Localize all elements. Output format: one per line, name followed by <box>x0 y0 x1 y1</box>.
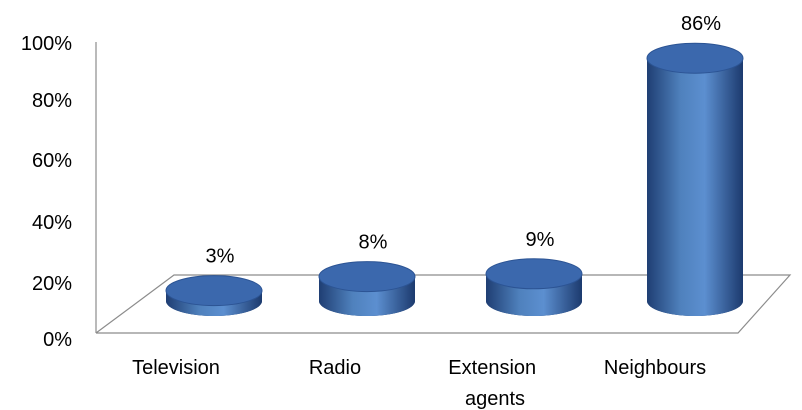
bar-extension-agents <box>485 258 583 316</box>
category-label-neighbours: Neighbours <box>604 357 706 379</box>
floor-outline <box>95 274 792 334</box>
category-label-radio: Radio <box>309 357 361 379</box>
bar-radio <box>318 261 416 316</box>
y-tick-label-5: 100% <box>21 33 72 55</box>
y-tick-label-2: 40% <box>32 212 72 234</box>
category-labels: Television Radio Extension agents Neighb… <box>132 357 706 410</box>
category-label-extension-agents: Extension agents <box>448 357 541 410</box>
y-tick-label-4: 80% <box>32 90 72 112</box>
data-label-neighbours: 86% <box>681 13 721 35</box>
data-label-television: 3% <box>206 246 235 268</box>
bar-radio-top <box>318 261 416 293</box>
bar-extension-agents-top <box>485 258 583 290</box>
category-label-neighbours-line-1: Neighbours <box>604 357 706 379</box>
category-label-extension-agents-line-1: Extension <box>448 357 536 379</box>
data-label-extension-agents: 9% <box>526 229 555 251</box>
y-tick-label-1: 20% <box>32 273 72 295</box>
y-tick-label-3: 60% <box>32 150 72 172</box>
data-label-radio: 8% <box>359 232 388 254</box>
bar-television-top <box>165 275 263 307</box>
bar-television <box>165 275 263 316</box>
category-label-extension-agents-line-2: agents <box>465 388 525 410</box>
category-label-radio-line-1: Radio <box>309 357 361 379</box>
bar-neighbours-top <box>646 42 744 74</box>
category-label-television-line-1: Television <box>132 357 220 379</box>
y-tick-label-0: 0% <box>43 329 72 351</box>
category-label-television: Television <box>132 357 220 379</box>
bar-neighbours-body <box>647 58 743 316</box>
chart-axes <box>95 42 792 334</box>
bar-neighbours <box>646 42 744 316</box>
bar-series <box>165 42 744 316</box>
y-tick-labels: 0% 20% 40% 60% 80% 100% <box>21 33 72 351</box>
data-labels: 3% 8% 9% 86% <box>206 13 722 267</box>
